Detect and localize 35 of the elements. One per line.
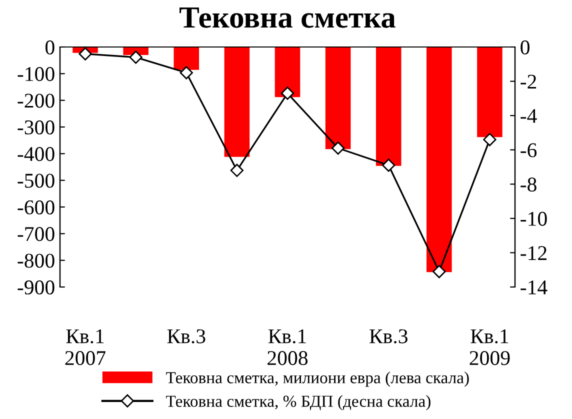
y-tick-label: -100 xyxy=(18,67,54,82)
y-tick-label: -600 xyxy=(18,200,54,214)
point xyxy=(483,132,496,146)
x-tick-label: Кв.1 2008 xyxy=(268,329,308,366)
y2-tick-label: -10 xyxy=(520,212,547,226)
x-tick-label: Кв.1 2009 xyxy=(470,329,510,366)
point xyxy=(129,50,142,64)
y-tick-label: 0 xyxy=(46,40,54,54)
y-tick-label: -400 xyxy=(18,147,54,162)
point xyxy=(230,164,244,178)
x-tick-label: Кв.1 2007 xyxy=(65,329,106,366)
y-tick-label: -500 xyxy=(18,174,54,188)
legend-label: Тековна сметка, % БДП (десна скала) xyxy=(166,395,430,410)
point xyxy=(78,47,92,60)
y2-tick-label: -14 xyxy=(520,280,548,294)
y-tick-label: -800 xyxy=(18,254,54,268)
y2-tick-label: -2 xyxy=(520,74,536,89)
point xyxy=(382,158,396,172)
point xyxy=(432,264,446,278)
y2-tick-label: -8 xyxy=(520,178,536,192)
y2-tick-label: -12 xyxy=(520,246,546,260)
y-tick-label: -900 xyxy=(18,280,54,294)
point xyxy=(331,142,345,155)
x-tick-label: Кв.3 xyxy=(167,329,206,344)
point xyxy=(180,66,193,80)
y-tick-label: -300 xyxy=(18,120,54,134)
y2-tick-label: 0 xyxy=(520,40,530,54)
y-tick-label: -700 xyxy=(18,227,54,242)
y-tick-label: -200 xyxy=(18,94,54,108)
legend-label: Тековна сметка, милиони евра (лева скала) xyxy=(166,372,469,387)
point xyxy=(280,86,294,100)
y2-tick-label: -4 xyxy=(520,109,537,123)
y2-tick-label: -6 xyxy=(520,143,537,158)
chart-title: Тековна сметка xyxy=(180,8,396,28)
x-tick-label: Кв.3 xyxy=(370,329,408,344)
